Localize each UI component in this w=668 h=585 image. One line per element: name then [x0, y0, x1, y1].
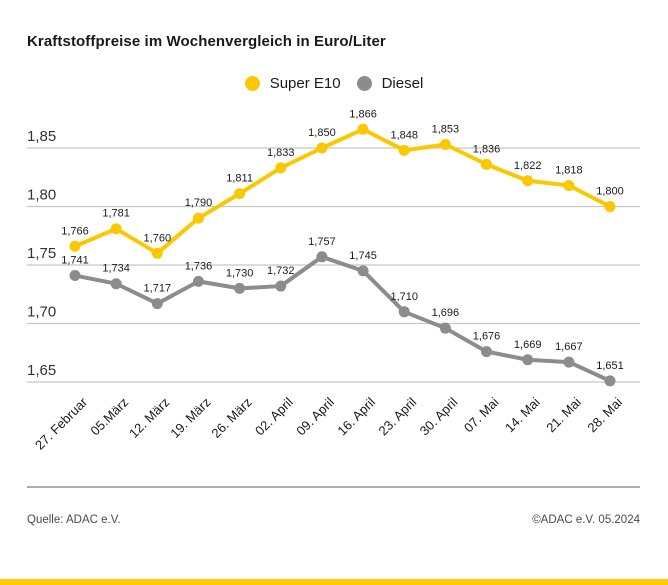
footer: Quelle: ADAC e.V. ©ADAC e.V. 05.2024: [27, 514, 640, 526]
data-point: [192, 275, 204, 287]
legend-swatch-icon: [244, 76, 260, 91]
legend-swatch-icon: [356, 76, 372, 91]
x-axis-tick-label: 30. April: [417, 394, 461, 438]
chart-title: Kraftstoffpreise im Wochenvergleich in E…: [27, 33, 386, 50]
data-point: [481, 158, 493, 170]
legend-item-super-e10: Super E10: [244, 75, 341, 92]
data-point: [192, 212, 204, 224]
data-point: [234, 188, 246, 200]
series-line-diesel: [73, 254, 612, 383]
x-axis-tick-label: 27. Februar: [32, 394, 91, 453]
data-point-label: 1,757: [308, 236, 336, 248]
data-point: [316, 142, 328, 154]
data-point: [151, 298, 163, 310]
data-point-label: 1,848: [390, 129, 418, 141]
data-point: [357, 123, 369, 135]
data-point: [316, 251, 328, 263]
data-point-label: 1,730: [226, 267, 254, 279]
x-axis-tick-label: 05.März: [87, 395, 131, 439]
data-point: [439, 138, 451, 150]
data-point-label: 1,734: [102, 263, 130, 275]
adac-brand-bar: [0, 579, 668, 585]
data-point: [398, 144, 410, 156]
data-point: [69, 270, 81, 282]
data-point-label: 1,710: [390, 291, 418, 303]
legend-item-diesel: Diesel: [356, 75, 424, 92]
series-line-super-e10: [73, 127, 612, 256]
data-point: [234, 282, 246, 294]
data-point-label: 1,696: [432, 307, 460, 319]
x-axis-tick-label: 23. April: [376, 394, 420, 438]
data-point: [522, 354, 534, 366]
data-point: [522, 175, 534, 187]
x-axis-tick-label: 16. April: [334, 394, 378, 438]
x-axis-tick-label: 28. Mai: [584, 394, 625, 435]
x-axis-tick-label: 19. März: [167, 395, 213, 441]
data-point-label: 1,717: [144, 283, 172, 295]
data-point: [398, 306, 410, 318]
data-point-label: 1,741: [61, 255, 89, 267]
data-point: [481, 346, 493, 358]
data-point-label: 1,850: [308, 127, 336, 139]
chart-legend: Super E10 Diesel: [0, 75, 668, 92]
data-point: [151, 247, 163, 259]
data-point: [604, 201, 616, 212]
data-point-label: 1,790: [185, 197, 213, 209]
x-axis-tick-label: 09. April: [293, 394, 337, 438]
data-point-label: 1,833: [267, 147, 295, 159]
data-point: [275, 162, 287, 174]
data-point-label: 1,836: [473, 143, 501, 155]
data-point: [110, 278, 122, 290]
data-point: [439, 322, 451, 334]
copyright-text: ©ADAC e.V. 05.2024: [532, 514, 640, 526]
data-point-label: 1,866: [349, 108, 377, 120]
data-point-label: 1,760: [144, 232, 172, 244]
data-point: [110, 223, 122, 235]
y-axis-tick-label: 1,70: [27, 304, 56, 321]
data-point-label: 1,800: [596, 186, 624, 198]
legend-label: Super E10: [269, 75, 341, 92]
data-point-label: 1,811: [226, 173, 253, 185]
x-axis-tick-label: 21. Mai: [543, 394, 584, 435]
x-axis-tick-label: 07. Mai: [461, 394, 502, 435]
data-point: [275, 280, 287, 292]
source-text: Quelle: ADAC e.V.: [27, 514, 121, 526]
data-point-label: 1,766: [61, 225, 89, 237]
data-point-label: 1,736: [185, 260, 213, 272]
data-point-label: 1,669: [514, 339, 542, 351]
y-axis-tick-label: 1,85: [27, 128, 56, 145]
x-axis-tick-label: 12. März: [126, 395, 172, 441]
data-point: [604, 375, 616, 387]
data-point: [563, 356, 575, 368]
footer-divider: [27, 486, 640, 488]
y-axis-tick-label: 1,75: [27, 245, 56, 262]
data-point-label: 1,676: [473, 331, 501, 343]
y-axis-tick-label: 1,65: [27, 362, 56, 379]
data-point-label: 1,781: [102, 208, 130, 220]
data-point: [69, 240, 81, 252]
data-point-label: 1,667: [555, 341, 583, 353]
data-point-label: 1,651: [596, 360, 624, 372]
data-point: [563, 179, 575, 191]
x-axis-tick-label: 02. April: [252, 394, 296, 438]
x-axis-tick-label: 14. Mai: [502, 394, 543, 435]
data-point: [357, 265, 369, 277]
legend-label: Diesel: [381, 75, 424, 92]
data-point-label: 1,732: [267, 265, 295, 277]
data-point-label: 1,745: [349, 250, 377, 262]
data-point-label: 1,822: [514, 160, 542, 172]
data-point-label: 1,818: [555, 164, 583, 176]
data-point-label: 1,853: [432, 123, 460, 135]
y-axis-tick-label: 1,80: [27, 187, 56, 204]
x-axis-tick-label: 26. März: [208, 395, 254, 441]
